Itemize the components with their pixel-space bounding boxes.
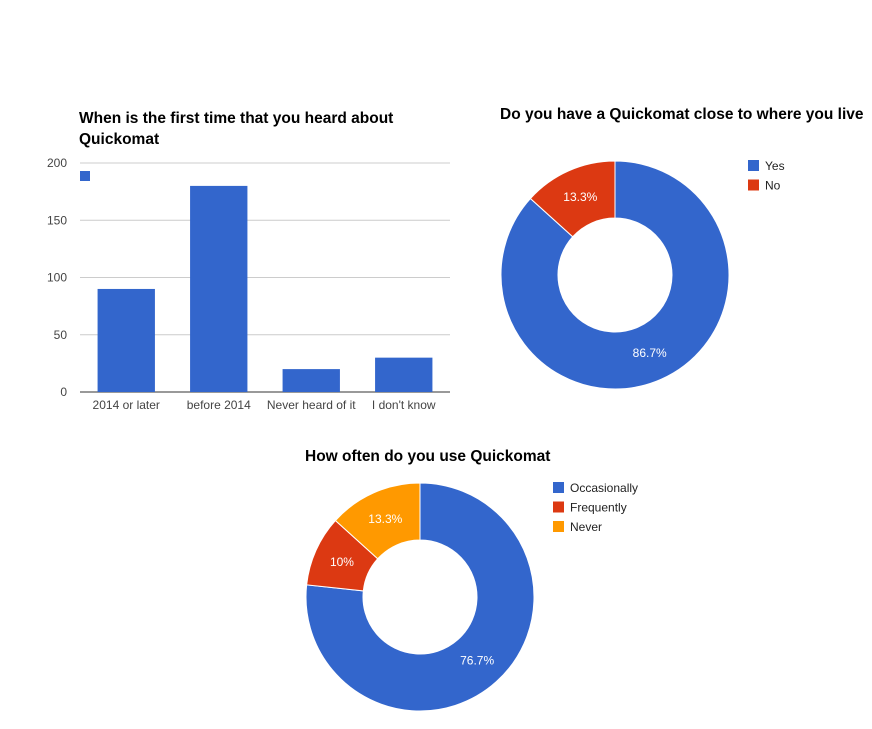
legend-swatch	[748, 160, 759, 171]
pie-slice	[305, 482, 535, 712]
bar	[375, 357, 433, 392]
y-tick-label: 150	[47, 213, 67, 227]
slice-label: 10%	[330, 555, 354, 569]
legend-swatch	[80, 171, 90, 181]
legend-label: Never	[570, 520, 602, 534]
pie-slice	[334, 482, 421, 560]
x-tick-label: Never heard of it	[267, 398, 356, 412]
x-tick-label: 2014 or later	[93, 398, 160, 412]
x-tick-label: before 2014	[187, 398, 251, 412]
legend-label: No	[765, 179, 781, 193]
slice-label: 76.7%	[460, 654, 494, 668]
bar	[282, 369, 340, 392]
slice-label: 13.3%	[563, 190, 597, 204]
legend-label: Frequently	[570, 501, 627, 515]
bar-chart-title: When is the first time that you heard ab…	[79, 110, 394, 148]
y-tick-label: 100	[47, 271, 67, 285]
slice-label: 13.3%	[368, 512, 402, 526]
legend-swatch	[553, 482, 564, 493]
y-tick-label: 200	[47, 156, 67, 170]
legend-swatch	[553, 521, 564, 532]
bar	[190, 185, 248, 392]
y-tick-label: 50	[54, 328, 68, 342]
legend-swatch	[553, 501, 564, 513]
y-tick-label: 0	[60, 385, 67, 399]
pie-slice	[529, 160, 616, 238]
x-tick-label: I don't know	[372, 398, 436, 412]
pie-slice	[500, 160, 730, 390]
slice-label: 86.7%	[633, 346, 667, 360]
legend-label: Occasionally	[570, 481, 638, 495]
legend-label: Yes	[765, 159, 785, 173]
legend-swatch	[748, 179, 759, 191]
pie-chart-1-title: Do you have a Quickomat close to where y…	[500, 106, 864, 123]
pie-chart-2-title: How often do you use Quickomat	[305, 448, 551, 465]
bar	[97, 288, 155, 392]
